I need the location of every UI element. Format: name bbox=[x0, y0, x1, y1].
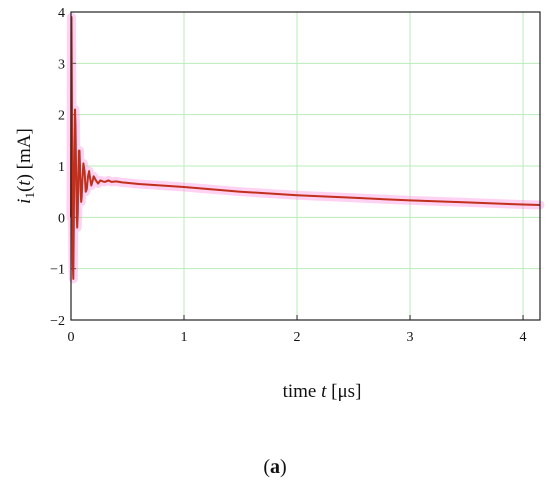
y-tick-label: 3 bbox=[58, 57, 65, 72]
x-tick-label: 0 bbox=[68, 330, 75, 345]
plot-frame bbox=[70, 11, 541, 321]
grid-lines bbox=[71, 12, 540, 320]
signal-halo bbox=[66, 12, 545, 284]
panel-caption: (a) bbox=[263, 456, 286, 478]
y-tick-label: −2 bbox=[50, 314, 65, 329]
y-tick-label: −1 bbox=[50, 263, 65, 278]
x-tick-label: 2 bbox=[294, 330, 301, 345]
signal-line bbox=[70, 16, 541, 280]
y-axis-label: i1(t) [mA] bbox=[14, 128, 37, 204]
x-axis-label: time t [μs] bbox=[283, 381, 362, 402]
y-tick-label: 4 bbox=[58, 6, 65, 21]
y-tick-label: 1 bbox=[58, 160, 65, 175]
y-tick-label: 0 bbox=[58, 211, 65, 226]
x-tick-label: 4 bbox=[520, 330, 527, 345]
x-tick-label: 1 bbox=[181, 330, 188, 345]
x-tick-label: 3 bbox=[407, 330, 414, 345]
y-tick-label: 2 bbox=[58, 109, 65, 124]
axis-ticks: 0 1 2 3 4 −2 −1 0 1 2 3 4 bbox=[50, 6, 526, 345]
series-layer bbox=[66, 12, 545, 284]
